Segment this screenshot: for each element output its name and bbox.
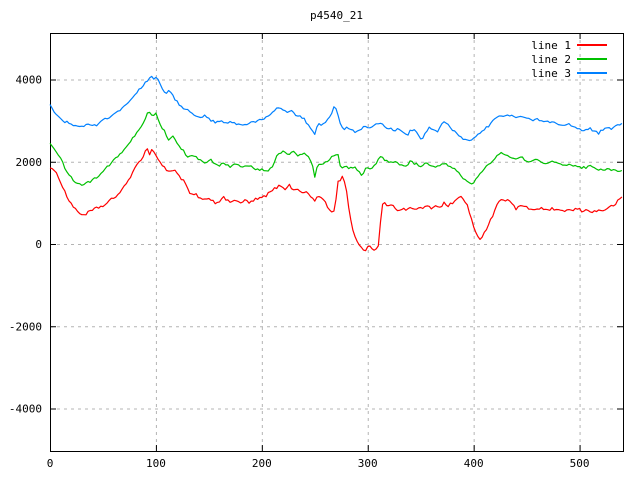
x-tick-label: 100	[146, 457, 166, 470]
plot-border	[50, 33, 624, 452]
series-line-3	[49, 75, 623, 142]
legend-line-sample-red	[577, 44, 607, 46]
x-tick-label: 200	[252, 457, 272, 470]
legend-line-sample-blue	[577, 72, 607, 74]
x-tick-label: 0	[47, 457, 54, 470]
y-tick-label: 2000	[16, 156, 43, 169]
legend-item: line 1	[531, 38, 607, 52]
x-tick-label: 300	[358, 457, 378, 470]
y-tick-label: 4000	[16, 74, 43, 87]
y-tick-label: -4000	[9, 403, 42, 416]
y-tick-label: 0	[35, 238, 42, 251]
legend: line 1 line 2 line 3	[531, 38, 607, 80]
legend-item: line 3	[531, 66, 607, 80]
legend-label: line 2	[531, 52, 571, 66]
chart-title: p4540_21	[310, 9, 363, 22]
series-line-2	[49, 111, 623, 186]
y-tick-label: -2000	[9, 320, 42, 333]
legend-label: line 3	[531, 66, 571, 80]
legend-label: line 1	[531, 38, 571, 52]
legend-item: line 2	[531, 52, 607, 66]
legend-line-sample-green	[577, 58, 607, 60]
x-tick-label: 400	[464, 457, 484, 470]
x-tick-label: 500	[570, 457, 590, 470]
series-line-1	[49, 148, 623, 252]
